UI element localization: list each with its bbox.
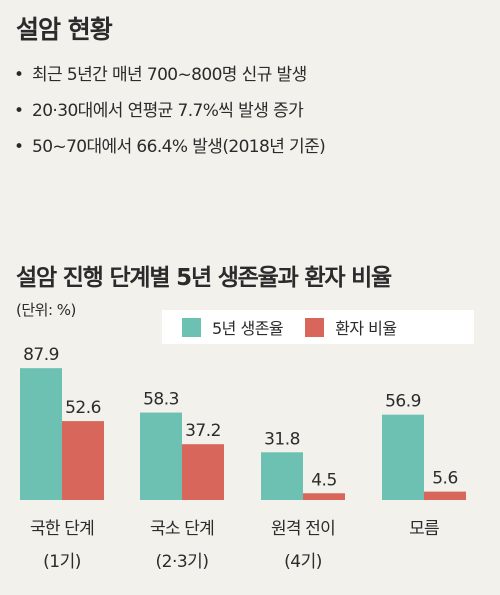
bar-survival (20, 368, 62, 500)
data-label-survival: 58.3 (143, 390, 179, 410)
legend-swatch-survival (182, 317, 201, 337)
data-label-patients: 5.6 (432, 469, 458, 489)
category-label: 국소 단계 (150, 519, 214, 539)
data-label-patients: 52.6 (65, 398, 101, 418)
chart-legend: 5년 생존율 환자 비율 (162, 310, 474, 344)
legend-item-survival: 5년 생존율 (182, 315, 284, 339)
bullet-text: 최근 5년간 매년 700~800명 신규 발생 (32, 65, 307, 85)
bar-patients (62, 421, 104, 500)
bar-patients (424, 491, 466, 500)
category-label: 모름 (409, 519, 439, 539)
unit-label: (단위: %) (16, 301, 76, 319)
category-label: 국한 단계 (30, 519, 94, 539)
page-title: 설암 현황 (16, 15, 113, 44)
bar-survival (382, 414, 424, 500)
list-item: • 50~70대에서 66.4% 발생(2018년 기준) (14, 134, 326, 170)
data-label-survival: 56.9 (385, 392, 421, 412)
legend-item-patients: 환자 비율 (305, 315, 397, 339)
chart-title: 설암 진행 단계별 5년 생존율과 환자 비율 (16, 265, 392, 291)
data-label-survival: 87.9 (23, 345, 59, 365)
bar-patients (182, 444, 224, 500)
bullet-mark: • (14, 137, 24, 157)
data-label-survival: 31.8 (264, 429, 300, 449)
category-label: 원격 전이 (271, 519, 335, 539)
data-label-patients: 37.2 (185, 421, 221, 441)
bar-survival (261, 452, 303, 500)
bullet-mark: • (14, 101, 24, 121)
data-label-patients: 4.5 (311, 470, 337, 490)
list-item: • 최근 5년간 매년 700~800명 신규 발생 (14, 62, 325, 98)
category-sublabel: (1기) (43, 552, 81, 572)
bullet-mark: • (14, 65, 24, 85)
bullet-text: 20·30대에서 연평균 7.7%씩 발생 증가 (32, 101, 304, 121)
legend-label-survival: 5년 생존율 (212, 319, 284, 338)
bar-survival (140, 412, 182, 500)
bullet-text: 50~70대에서 66.4% 발생(2018년 기준) (32, 137, 326, 157)
legend-swatch-patients (305, 317, 325, 337)
list-item: • 20·30대에서 연평균 7.7%씩 발생 증가 (14, 98, 325, 134)
bar-patients (303, 493, 345, 500)
legend-label-patients: 환자 비율 (335, 319, 397, 338)
category-sublabel: (4기) (284, 552, 322, 572)
summary-list: • 최근 5년간 매년 700~800명 신규 발생 • 20·30대에서 연평균 … (14, 62, 326, 170)
category-sublabel: (2·3기) (156, 552, 209, 572)
